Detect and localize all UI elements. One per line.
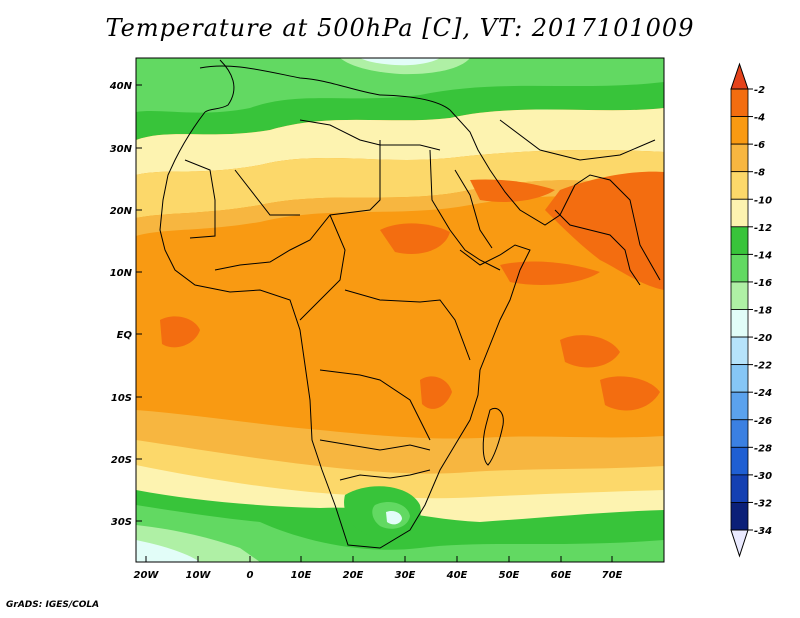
colorbar-box [730,88,749,117]
colorbar-label: -10 [754,195,772,206]
map-title: Temperature at 500hPa [C], VT: 201710100… [105,14,695,42]
lat-label: 10N [110,268,133,279]
lat-label: 20N [110,206,133,217]
credit-text: GrADS: IGES/COLA [6,600,100,610]
latitude-axis: 40N 30N 20N 10N EQ 10S 20S 30S [109,81,142,528]
lon-label: 10W [186,570,212,581]
lat-label: EQ [117,330,133,341]
colorbar-label: -2 [754,85,765,96]
lon-label: 20W [134,570,160,581]
colorbar-box [730,171,749,200]
colorbar-top-arrow [730,62,749,90]
colorbar-label: -28 [754,443,772,454]
colorbar-box [730,502,749,531]
colorbar-label: -32 [754,498,772,509]
colorbar-box [730,116,749,145]
lat-label: 10S [111,393,132,404]
colorbar-label: -26 [754,416,772,427]
colorbar-box [730,253,749,283]
colorbar-label: -12 [754,223,772,234]
lon-label: 40E [446,570,468,581]
lat-label: 30N [110,144,133,155]
longitude-axis: 20W 10W 0 10E 20E 30E 40E 50E 60E 70E [134,556,623,581]
colorbar-label: -20 [754,333,772,344]
colorbar-box [730,419,749,448]
colorbar-label: -24 [754,388,772,399]
colorbar-label: -4 [754,113,765,124]
colorbar-box [730,309,749,338]
colorbar-box [730,198,749,228]
colorbar-label: -6 [754,140,765,151]
coastlines [159,59,661,549]
colorbar-label: -30 [754,471,772,482]
lon-label: 20E [343,570,364,581]
colorbar-bottom-arrow [730,529,749,558]
colorbar-box [730,336,749,366]
colorbar-box [730,226,749,255]
lon-label: 10E [291,570,312,581]
temperature-field [136,58,664,562]
colorbar-label: -16 [754,278,772,289]
colorbar-box [730,364,749,393]
colorbar-box [730,446,749,476]
map-frame [135,57,665,563]
colorbar-label: -8 [754,168,765,179]
colorbar: -2 -4 -6 -8 -10 -12 -14 -16 -18 -20 -22 -24 -26 -28 -3… [730,62,772,558]
lon-label: 70E [602,570,623,581]
lat-label: 30S [111,517,132,528]
lat-label: 20S [111,455,132,466]
colorbar-label: -34 [754,526,772,537]
lat-label: 40N [109,81,133,92]
lon-label: 30E [395,570,416,581]
colorbar-boxes [730,88,749,531]
colorbar-box [730,391,749,421]
colorbar-label: -14 [754,250,772,261]
lon-label: 0 [247,570,254,581]
colorbar-label: -18 [754,306,772,317]
colorbar-label: -22 [754,361,772,372]
lon-label: 50E [499,570,520,581]
colorbar-box [730,143,749,173]
lon-label: 60E [551,570,572,581]
colorbar-labels: -2 -4 -6 -8 -10 -12 -14 -16 -18 -20 -22 -24 -26 -28 -3… [748,85,772,537]
colorbar-box [730,474,749,503]
colorbar-box [730,281,749,310]
